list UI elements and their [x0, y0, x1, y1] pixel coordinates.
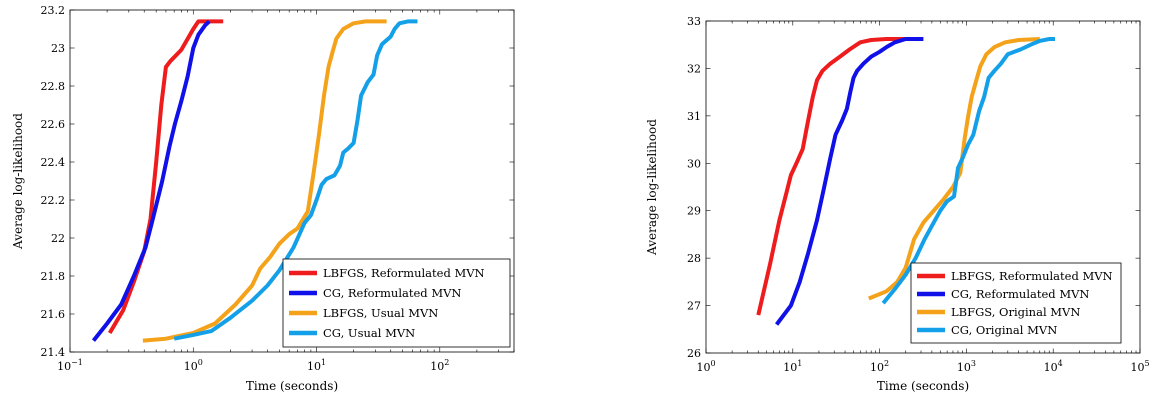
y-tick-label: 31	[687, 110, 701, 123]
y-tick-label: 22.2	[41, 194, 66, 207]
series-line-1	[756, 37, 906, 316]
legend-label-2: CG, Reformulated MVN	[323, 286, 461, 300]
y-tick-label: 33	[687, 15, 701, 28]
series-line-4	[173, 19, 418, 341]
x-axis-title: Time (seconds)	[246, 379, 338, 393]
chart-right: 100 101 102 103 104 105 26 27 28 29 30 31 32 33 Time (…	[645, 15, 1150, 393]
legend-label-1: LBFGS, Reformulated MVN	[951, 269, 1113, 283]
y-tick-label: 21.6	[41, 308, 66, 321]
y-tick-label: 23.2	[41, 4, 66, 17]
y-tick-label: 26	[687, 347, 701, 360]
series-line-2	[775, 37, 924, 326]
plot-frame	[69, 9, 515, 353]
y-tick-label: 27	[687, 300, 701, 313]
legend-box	[910, 262, 1122, 344]
x-tick-label: 101	[783, 359, 802, 374]
y-tick-label: 22.4	[41, 156, 66, 169]
x-tick-label: 100	[184, 358, 203, 373]
legend-box	[282, 258, 511, 348]
y-tick-label: 21.4	[41, 346, 66, 359]
y-axis-title: Average log-likelihood	[11, 113, 25, 250]
y-tick-label: 22	[51, 232, 65, 245]
y-tick-label: 28	[687, 252, 701, 265]
x-tick-label: 100	[696, 359, 715, 374]
y-tick-label: 23	[51, 42, 65, 55]
series-line-3	[868, 37, 1040, 301]
y-axis-title: Average log-likelihood	[645, 119, 659, 256]
y-tick-label: 22.6	[41, 118, 66, 131]
y-tick-label: 32	[687, 62, 701, 75]
series-line-4	[881, 37, 1055, 305]
series-line-1	[107, 19, 224, 335]
legend-label-3: LBFGS, Usual MVN	[323, 306, 438, 320]
chart-left: 10−1 100 101 102 21.4 21.6 21.8 22 22.2 22.4 22.6 2…	[11, 4, 515, 393]
plot-frame	[705, 20, 1141, 354]
series-line-3	[142, 19, 387, 343]
y-tick-label: 29	[687, 205, 701, 218]
x-tick-label: 105	[1130, 359, 1149, 374]
legend-label-4: CG, Original MVN	[951, 323, 1057, 337]
series-line-2	[91, 19, 211, 342]
x-tick-label: 10−1	[57, 358, 83, 373]
x-tick-label: 104	[1044, 359, 1063, 374]
legend-label-1: LBFGS, Reformulated MVN	[323, 266, 485, 280]
legend-label-2: CG, Reformulated MVN	[951, 287, 1089, 301]
x-tick-label: 102	[870, 359, 889, 374]
x-tick-label: 102	[430, 358, 449, 373]
x-tick-label: 101	[307, 358, 326, 373]
legend-label-4: CG, Usual MVN	[323, 326, 415, 340]
y-tick-label: 21.8	[41, 270, 66, 283]
y-tick-label: 30	[687, 157, 701, 170]
x-tick-label: 103	[957, 359, 976, 374]
x-axis-title: Time (seconds)	[877, 379, 969, 393]
y-tick-label: 22.8	[41, 80, 66, 93]
legend-label-3: LBFGS, Original MVN	[951, 305, 1080, 319]
